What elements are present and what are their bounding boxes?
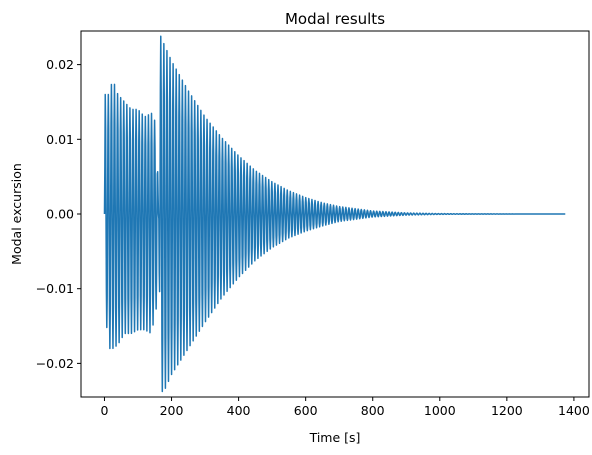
y-tick-label: 0.01 [46, 132, 74, 147]
x-tick-label: 1000 [424, 403, 456, 418]
y-tick-label: 0.00 [46, 207, 74, 222]
x-axis: 0 200 400 600 800 1000 1200 1400 [100, 397, 590, 418]
x-tick-label: 200 [160, 403, 184, 418]
x-tick-label: 1200 [491, 403, 523, 418]
x-tick-label: 600 [294, 403, 318, 418]
y-tick-label: 0.02 [46, 57, 74, 72]
x-tick-label: 0 [100, 403, 108, 418]
y-tick-label: −0.02 [36, 356, 74, 371]
x-tick-label: 1400 [558, 403, 590, 418]
x-axis-label: Time [s] [309, 430, 361, 445]
series-line [103, 35, 566, 393]
series-group [103, 35, 566, 393]
plot-area [103, 35, 566, 393]
chart-title: Modal results [285, 10, 385, 28]
y-axis: −0.02 −0.01 0.00 0.01 0.02 [36, 57, 81, 371]
y-tick-label: −0.01 [36, 281, 74, 296]
x-tick-label: 400 [227, 403, 251, 418]
x-tick-label: 800 [361, 403, 385, 418]
y-axis-label: Modal excursion [9, 163, 24, 265]
